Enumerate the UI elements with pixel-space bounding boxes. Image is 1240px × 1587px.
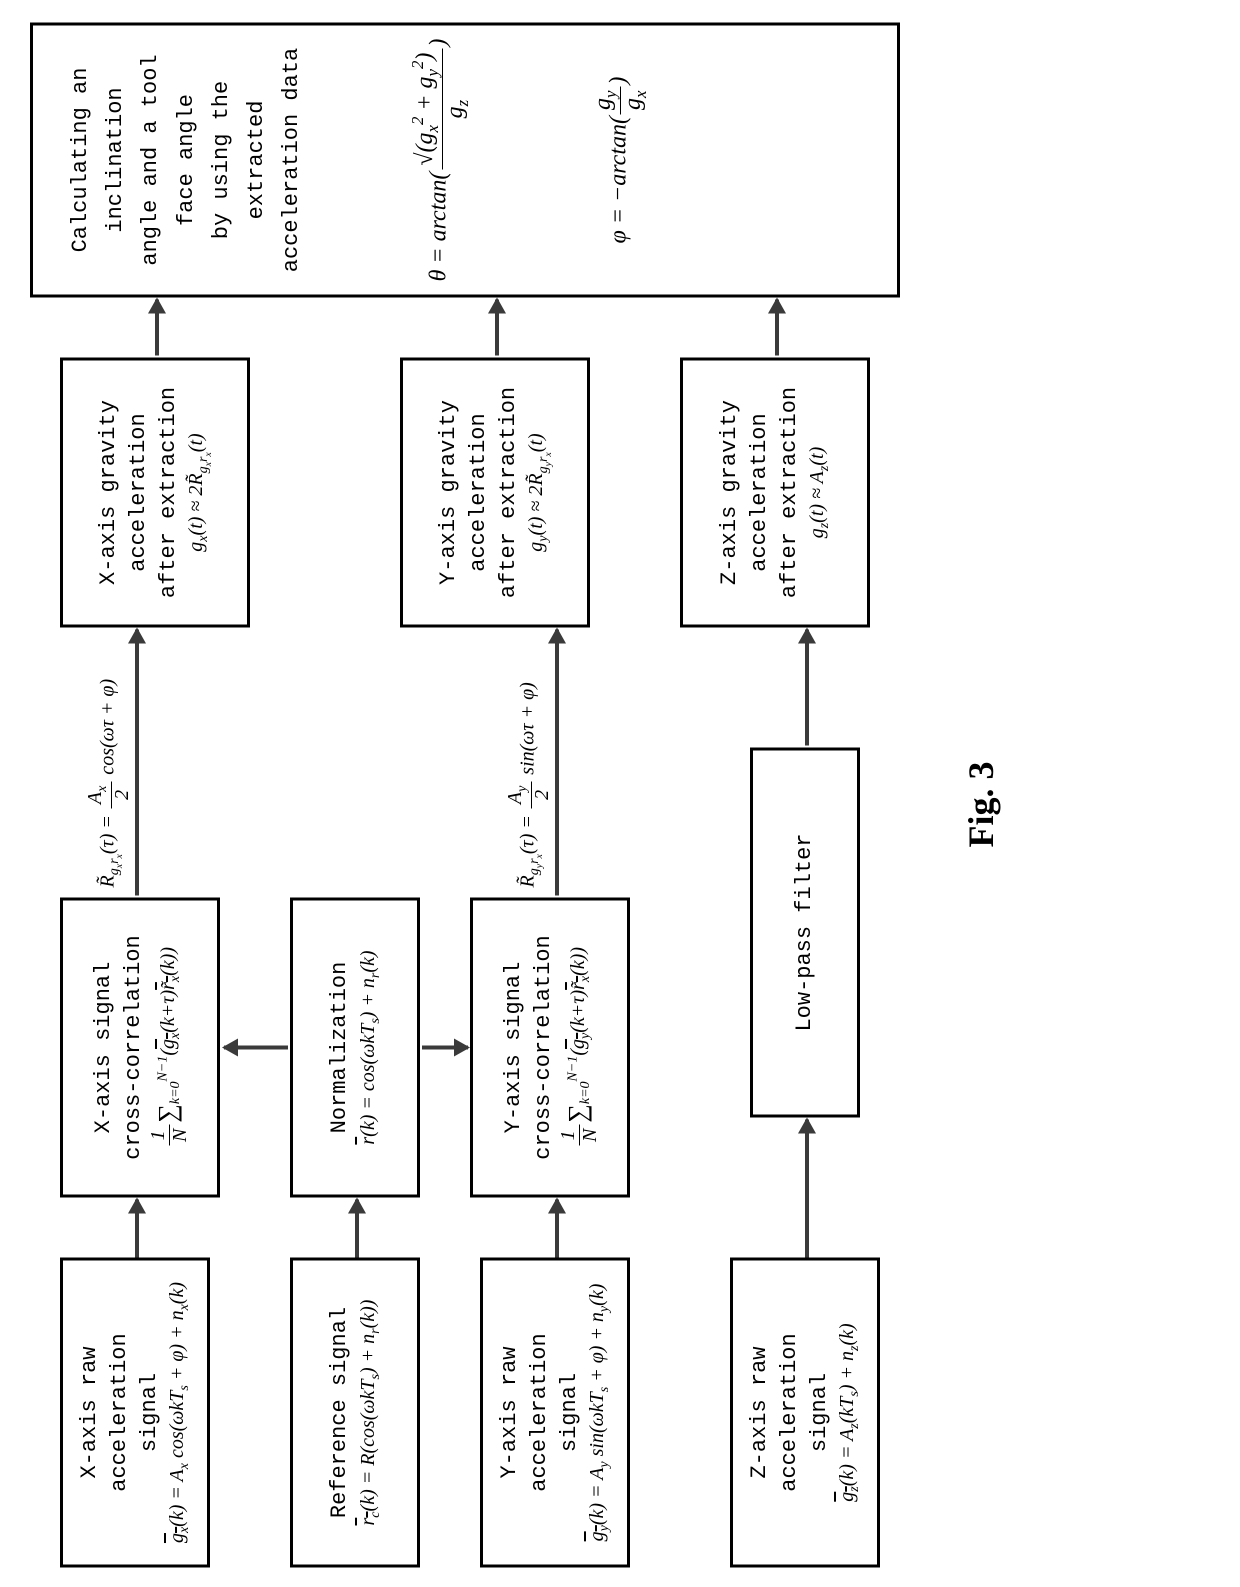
- y-raw-eq: gy(k) = Ay sin(ωkTs + φ) + ny(k): [584, 1283, 614, 1541]
- box-y-out: Y-axis gravityaccelerationafter extracti…: [400, 357, 590, 627]
- lpf-label: Low-pass filter: [790, 833, 820, 1031]
- box-y-corr: Y-axis signalcross-correlation 1N∑k=0N−1…: [470, 897, 630, 1197]
- box-final: Calculating aninclinationangle and a too…: [30, 22, 900, 297]
- arrow-xraw-xcorr: [135, 1199, 139, 1257]
- box-x-corr: X-axis signalcross-correlation 1N∑k=0N−1…: [60, 897, 220, 1197]
- x-raw-eq: gx(k) = Ax cos(ωkTs + φ) + nx(k): [164, 1281, 194, 1542]
- arrow-ycorr-yout: [555, 629, 559, 895]
- final-theta-eq: θ = arctan(√(gx2 + gy2)gz): [409, 38, 471, 281]
- diagram-canvas: X-axis raw accelerationsignal gx(k) = Ax…: [0, 0, 1240, 1587]
- arrow-norm-xcorr: [224, 1045, 288, 1049]
- z-out-eq: gz(t) ≈ Az(t): [804, 446, 834, 538]
- box-norm: Normalization r(k) = cos(ωkTs) + nr(k): [290, 897, 420, 1197]
- x-raw-label: X-axis raw accelerationsignal: [75, 1268, 164, 1556]
- arrow-lpf-zout: [805, 629, 809, 745]
- x-out-label: X-axis gravityaccelerationafter extracti…: [94, 386, 183, 597]
- y-out-eq: gy(t) ≈ 2R̃gyrx(t): [523, 433, 556, 551]
- z-out-label: Z-axis gravityaccelerationafter extracti…: [715, 386, 804, 597]
- final-phi-eq: φ = −arctan(gygx): [591, 76, 649, 243]
- box-reference: Reference signal rc(k) = R(cos(ωkTs) + n…: [290, 1257, 420, 1567]
- final-label: Calculating aninclinationangle and a too…: [63, 33, 309, 286]
- x-out-eq: gx(t) ≈ 2R̃gxrx(t): [183, 433, 216, 551]
- x-bridge-eq: R̃gxrx(τ) = Ax2 cos(ωτ + φ): [85, 678, 133, 887]
- ref-eq: rc(k) = R(cos(ωkTs) + nr(k)): [355, 1299, 385, 1525]
- arrow-norm-ycorr: [422, 1045, 468, 1049]
- arrow-xcorr-xout: [135, 629, 139, 895]
- ref-label: Reference signal: [325, 1306, 355, 1517]
- z-raw-label: Z-axis raw accelerationsignal: [745, 1268, 834, 1556]
- arrow-ref-norm: [355, 1199, 359, 1257]
- arrow-yout-final: [495, 299, 499, 355]
- z-raw-eq: gz(k) = Az(kTs) + nz(k): [834, 1323, 864, 1501]
- arrow-xout-final: [155, 299, 159, 355]
- norm-eq: r(k) = cos(ωkTs) + nr(k): [355, 950, 385, 1144]
- arrow-zout-final: [775, 299, 779, 355]
- norm-label: Normalization: [325, 961, 355, 1133]
- y-corr-eq: 1N∑k=0N−1(gy(k+τ)r̃x(k)): [558, 947, 601, 1148]
- y-raw-label: Y-axis raw accelerationsignal: [495, 1268, 584, 1556]
- arrow-yraw-ycorr: [555, 1199, 559, 1257]
- y-bridge-eq: R̃gyrx(τ) = Ay2 sin(ωτ + φ): [505, 682, 553, 887]
- y-out-label: Y-axis gravityaccelerationafter extracti…: [434, 386, 523, 597]
- figure-label: Fig. 3: [960, 761, 1002, 847]
- x-corr-label: X-axis signalcross-correlation: [89, 935, 148, 1159]
- y-corr-label: Y-axis signalcross-correlation: [499, 935, 558, 1159]
- box-lpf: Low-pass filter: [750, 747, 860, 1117]
- box-x-out: X-axis gravityaccelerationafter extracti…: [60, 357, 250, 627]
- box-y-raw: Y-axis raw accelerationsignal gy(k) = Ay…: [480, 1257, 630, 1567]
- box-z-out: Z-axis gravityaccelerationafter extracti…: [680, 357, 870, 627]
- x-corr-eq: 1N∑k=0N−1(gx(k+τ)r̃x(k)): [148, 947, 191, 1148]
- box-z-raw: Z-axis raw accelerationsignal gz(k) = Az…: [730, 1257, 880, 1567]
- arrow-zraw-lpf: [805, 1119, 809, 1257]
- box-x-raw: X-axis raw accelerationsignal gx(k) = Ax…: [60, 1257, 210, 1567]
